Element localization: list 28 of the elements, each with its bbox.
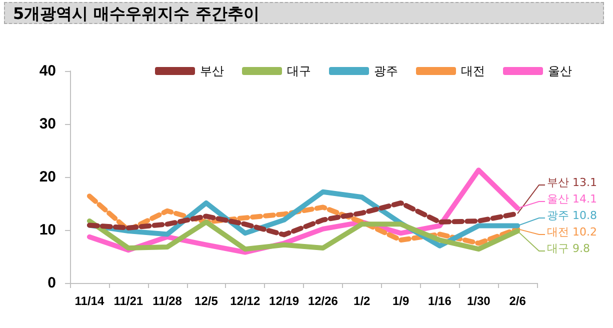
legend-label: 울산 <box>548 64 572 78</box>
annotation: 부산 13.1 <box>547 176 597 189</box>
x-tick-label: 12/12 <box>230 294 260 308</box>
annotation: 대전 10.2 <box>547 226 597 238</box>
y-tick-label: 40 <box>39 62 56 80</box>
chart-title: 5개광역시 매수우위지수 주간추이 <box>4 2 604 24</box>
annotation: 대구 9.8 <box>547 242 590 255</box>
x-tick-label: 12/19 <box>269 294 300 308</box>
x-tick-label: 12/26 <box>308 294 338 308</box>
legend-label: 대구 <box>287 64 311 78</box>
y-tick-label: 20 <box>39 168 56 186</box>
y-tick-label: 30 <box>39 116 56 132</box>
x-tick-label: 12/5 <box>194 294 218 308</box>
x-tick-label: 11/14 <box>74 294 104 308</box>
legend-label: 대전 <box>461 64 485 78</box>
x-tick-label: 1/16 <box>428 294 452 308</box>
x-tick-label: 2/6 <box>509 294 526 308</box>
annotation: 광주 10.8 <box>547 209 597 222</box>
x-tick-label: 1/9 <box>392 294 410 308</box>
annotation: 울산 14.1 <box>547 192 597 206</box>
x-tick-label: 11/28 <box>152 294 182 308</box>
y-tick-label: 0 <box>48 274 56 292</box>
x-tick-label: 1/2 <box>354 294 371 308</box>
legend-label: 부산 <box>200 64 224 78</box>
legend-label: 광주 <box>374 64 398 78</box>
x-tick-label: 1/30 <box>466 294 491 308</box>
y-tick-label: 10 <box>39 222 56 238</box>
x-tick-label: 11/21 <box>114 294 144 308</box>
